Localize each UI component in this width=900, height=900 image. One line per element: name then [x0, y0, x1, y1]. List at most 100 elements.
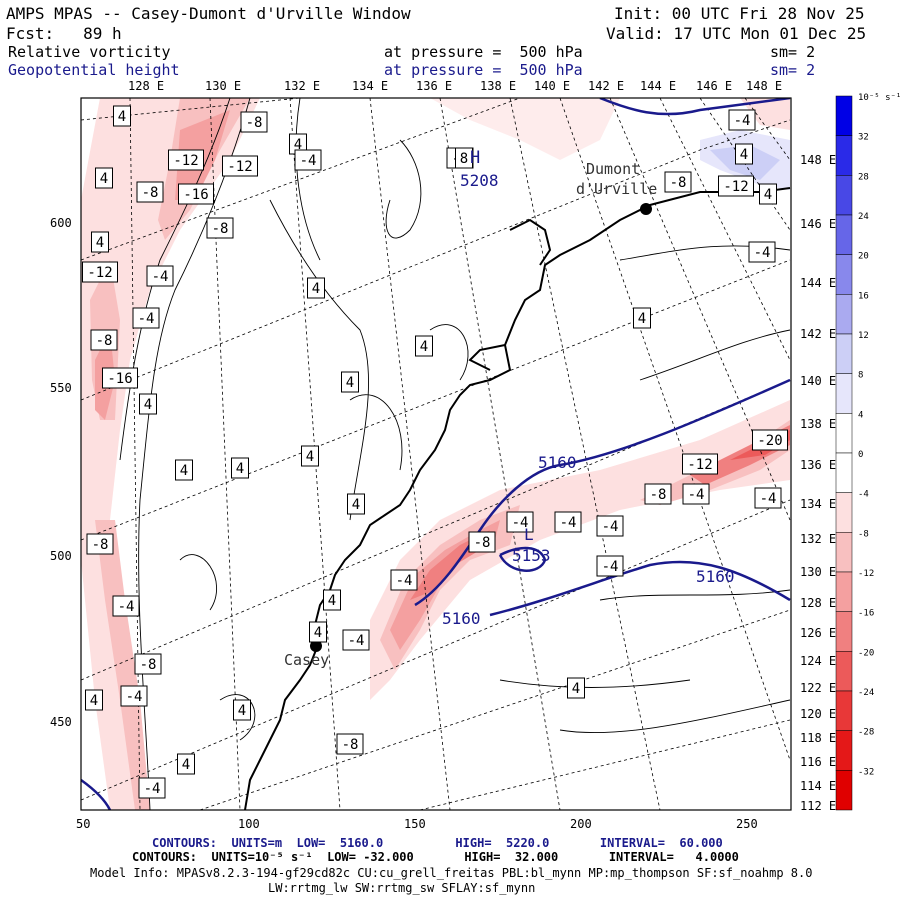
map-annotations: Dumont d'Urville Casey H 5208 5160 L 515…	[284, 148, 735, 669]
vorticity-label: 4	[323, 589, 341, 611]
svg-text:-8: -8	[96, 333, 113, 349]
right-lon-label: 130 E	[800, 565, 836, 579]
colorbar-bin	[835, 95, 853, 136]
svg-text:4: 4	[328, 593, 336, 609]
coastline	[244, 187, 791, 810]
right-lon-label: 112 E	[800, 799, 836, 813]
right-lon-label: 136 E	[800, 458, 836, 472]
colorbar-level: -16	[858, 609, 874, 619]
svg-text:4: 4	[238, 703, 246, 719]
vorticity-label: -12	[168, 149, 204, 171]
footer-model-info-2: LW:rrtmg_lw SW:rrtmg_sw SFLAY:sf_mynn	[268, 881, 536, 895]
vorticity-label: -8	[644, 483, 672, 505]
vorticity-label: 4	[233, 699, 251, 721]
svg-text:500: 500	[50, 549, 72, 563]
vorticity-label: 8	[455, 147, 473, 169]
vorticity-label: -4	[728, 109, 756, 131]
low-mark: L	[524, 525, 534, 544]
vorticity-label: -4	[120, 685, 148, 707]
x-axis-labels: 50 100 150 200 250	[76, 817, 758, 831]
svg-text:-8: -8	[212, 221, 229, 237]
colorbar-bin	[835, 333, 853, 374]
vorticity-label: 4	[139, 393, 157, 415]
footer-height-contours: CONTOURS: UNITS=m LOW= 5160.0 HIGH= 5220…	[152, 836, 723, 850]
right-lon-label: 114 E	[800, 779, 836, 793]
field1-level: at pressure = 500 hPa	[384, 43, 583, 61]
colorbar-level: -20	[858, 648, 874, 658]
vorticity-label: 4	[177, 753, 195, 775]
field1-name: Relative vorticity	[8, 43, 171, 61]
svg-text:4: 4	[638, 311, 646, 327]
svg-text:4: 4	[352, 497, 360, 513]
vorticity-label-boxes: -8-12-16-8-12-8-4-4-8-12-16-8-4-8-4-8-44…	[82, 105, 788, 799]
colorbar-level: -32	[858, 767, 874, 777]
svg-text:250: 250	[736, 817, 758, 831]
svg-text:-4: -4	[300, 153, 317, 169]
colorbar-bin	[835, 214, 853, 255]
colorbar: 32 28 24 20 16 12 8 4 0 -4 -8 -12 -16 -20 -24 -28 -32	[835, 95, 874, 811]
svg-text:-4: -4	[396, 573, 413, 589]
height-label-5153: 5153	[512, 546, 551, 565]
top-lon-label: 130 E	[205, 79, 241, 93]
vorticity-label: -12	[682, 453, 718, 475]
vorticity-label: -8	[134, 653, 162, 675]
svg-text:-4: -4	[126, 689, 143, 705]
field2-level: at pressure = 500 hPa	[384, 61, 583, 79]
svg-text:4: 4	[346, 375, 354, 391]
vorticity-label: -4	[294, 149, 322, 171]
colorbar-level: 0	[858, 450, 863, 460]
colorbar-level: -4	[858, 490, 869, 500]
vorticity-label: -12	[222, 155, 258, 177]
colorbar-bin	[835, 254, 853, 295]
right-lon-label: 146 E	[800, 217, 836, 231]
footer-vorticity-contours: CONTOURS: UNITS=10⁻⁵ s⁻¹ LOW= -32.000 HI…	[132, 850, 739, 864]
svg-text:150: 150	[404, 817, 426, 831]
height-label-5208: 5208	[460, 171, 499, 190]
right-lon-label: 144 E	[800, 276, 836, 290]
svg-text:-4: -4	[734, 113, 751, 129]
vorticity-label: -4	[596, 515, 624, 537]
vorticity-label: -4	[342, 629, 370, 651]
svg-text:4: 4	[740, 147, 748, 163]
colorbar-level: 8	[858, 371, 863, 381]
svg-text:-16: -16	[107, 371, 132, 387]
colorbar-bin	[835, 730, 853, 771]
plot-area: -8-12-16-8-12-8-4-4-8-12-16-8-4-8-4-8-44…	[81, 98, 791, 810]
init-time: Init: 00 UTC Fri 28 Nov 25	[614, 4, 865, 23]
vorticity-label: -4	[146, 265, 174, 287]
vorticity-label: 4	[735, 143, 753, 165]
colorbar-bin	[835, 690, 853, 731]
svg-text:-4: -4	[754, 245, 771, 261]
right-lon-label: 148 E	[800, 153, 836, 167]
colorbar-level: -12	[858, 569, 874, 579]
svg-text:4: 4	[90, 693, 98, 709]
vorticity-label: 4	[633, 307, 651, 329]
svg-text:-8: -8	[650, 487, 667, 503]
colorbar-level: 12	[858, 331, 869, 341]
svg-text:-12: -12	[87, 265, 112, 281]
svg-text:4: 4	[180, 463, 188, 479]
right-lon-label: 122 E	[800, 681, 836, 695]
colorbar-bin	[835, 294, 853, 335]
vorticity-label: -4	[682, 483, 710, 505]
vorticity-label: 4	[301, 445, 319, 467]
top-lon-label: 146 E	[696, 79, 732, 93]
svg-text:8: 8	[460, 151, 468, 167]
svg-text:4: 4	[118, 109, 126, 125]
top-lon-label: 138 E	[480, 79, 516, 93]
right-lon-label: 120 E	[800, 707, 836, 721]
svg-text:-12: -12	[173, 153, 198, 169]
colorbar-bin	[835, 452, 853, 493]
svg-text:-8: -8	[92, 537, 109, 553]
colorbar-bin	[835, 611, 853, 652]
field2-name: Geopotential height	[8, 61, 180, 79]
field2-smoothing: sm= 2	[770, 61, 816, 79]
colorbar-level: 16	[858, 291, 869, 301]
svg-text:4: 4	[144, 397, 152, 413]
svg-text:200: 200	[570, 817, 592, 831]
svg-text:550: 550	[50, 381, 72, 395]
svg-text:-12: -12	[723, 179, 748, 195]
svg-text:-4: -4	[144, 781, 161, 797]
colorbar-unit: 10⁻⁵ s⁻¹	[858, 93, 900, 103]
casey-label: Casey	[284, 651, 329, 669]
